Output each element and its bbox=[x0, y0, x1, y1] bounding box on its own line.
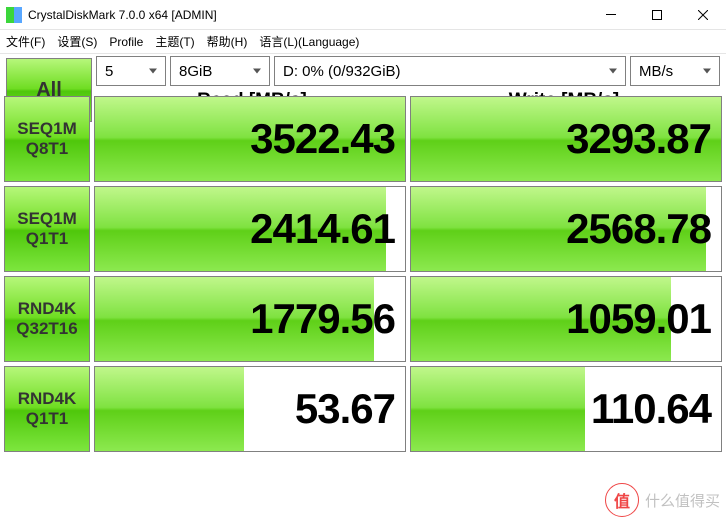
test-label-2: Q32T16 bbox=[16, 319, 77, 339]
unit-select[interactable]: MB/s bbox=[630, 56, 720, 86]
menu-file[interactable]: 文件(F) bbox=[6, 33, 45, 50]
write-value: 2568.78 bbox=[566, 205, 711, 253]
write-value: 3293.87 bbox=[566, 115, 711, 163]
write-value: 1059.01 bbox=[566, 295, 711, 343]
test-button-1[interactable]: SEQ1MQ1T1 bbox=[4, 186, 90, 272]
test-label-1: SEQ1M bbox=[17, 209, 77, 229]
read-cell: 3522.43 bbox=[94, 96, 406, 182]
write-cell: 110.64 bbox=[410, 366, 722, 452]
test-button-2[interactable]: RND4KQ32T16 bbox=[4, 276, 90, 362]
read-value: 1779.56 bbox=[250, 295, 395, 343]
toolbar-right: 5 8GiB D: 0% (0/932GiB) MB/s Read [MB/s]… bbox=[96, 56, 720, 92]
read-cell: 53.67 bbox=[94, 366, 406, 452]
test-row: SEQ1MQ1T1 2414.61 2568.78 bbox=[4, 186, 722, 272]
write-cell: 3293.87 bbox=[410, 96, 722, 182]
watermark: 值 什么值得买 bbox=[605, 483, 720, 517]
read-bar bbox=[95, 367, 244, 451]
test-button-3[interactable]: RND4KQ1T1 bbox=[4, 366, 90, 452]
write-value: 110.64 bbox=[591, 385, 711, 433]
write-bar bbox=[411, 367, 585, 451]
test-row: RND4KQ1T1 53.67 110.64 bbox=[4, 366, 722, 452]
size-select[interactable]: 8GiB bbox=[170, 56, 270, 86]
watermark-icon: 值 bbox=[605, 483, 639, 517]
menu-language[interactable]: 语言(L)(Language) bbox=[259, 33, 359, 50]
test-label-2: Q8T1 bbox=[26, 139, 69, 159]
count-select[interactable]: 5 bbox=[96, 56, 166, 86]
write-cell: 1059.01 bbox=[410, 276, 722, 362]
read-value: 3522.43 bbox=[250, 115, 395, 163]
maximize-button[interactable] bbox=[634, 0, 680, 30]
menu-help[interactable]: 帮助(H) bbox=[207, 33, 248, 50]
select-row: 5 8GiB D: 0% (0/932GiB) MB/s bbox=[96, 56, 720, 86]
minimize-button[interactable] bbox=[588, 0, 634, 30]
read-value: 2414.61 bbox=[250, 205, 395, 253]
drive-select[interactable]: D: 0% (0/932GiB) bbox=[274, 56, 626, 86]
test-button-0[interactable]: SEQ1MQ8T1 bbox=[4, 96, 90, 182]
test-label-1: RND4K bbox=[18, 389, 77, 409]
menu-settings[interactable]: 设置(S) bbox=[57, 33, 97, 50]
test-area: SEQ1MQ8T13522.433293.87SEQ1MQ1T12414.612… bbox=[0, 96, 726, 458]
toolbar: All 5 8GiB D: 0% (0/932GiB) MB/s Read [M… bbox=[0, 54, 726, 92]
read-cell: 1779.56 bbox=[94, 276, 406, 362]
read-value: 53.67 bbox=[295, 385, 395, 433]
test-row: RND4KQ32T16 1779.56 1059.01 bbox=[4, 276, 722, 362]
write-cell: 2568.78 bbox=[410, 186, 722, 272]
test-label-1: SEQ1M bbox=[17, 119, 77, 139]
test-row: SEQ1MQ8T1 3522.43 3293.87 bbox=[4, 96, 722, 182]
test-label-2: Q1T1 bbox=[26, 409, 69, 429]
close-button[interactable] bbox=[680, 0, 726, 30]
menubar: 文件(F) 设置(S) Profile 主题(T) 帮助(H) 语言(L)(La… bbox=[0, 30, 726, 54]
watermark-text: 什么值得买 bbox=[645, 490, 720, 511]
test-label-1: RND4K bbox=[18, 299, 77, 319]
menu-profile[interactable]: Profile bbox=[109, 35, 143, 49]
window-controls bbox=[588, 0, 726, 30]
read-cell: 2414.61 bbox=[94, 186, 406, 272]
window-title: CrystalDiskMark 7.0.0 x64 [ADMIN] bbox=[28, 8, 588, 22]
menu-theme[interactable]: 主题(T) bbox=[155, 33, 194, 50]
test-label-2: Q1T1 bbox=[26, 229, 69, 249]
titlebar: CrystalDiskMark 7.0.0 x64 [ADMIN] bbox=[0, 0, 726, 30]
app-icon bbox=[6, 7, 22, 23]
